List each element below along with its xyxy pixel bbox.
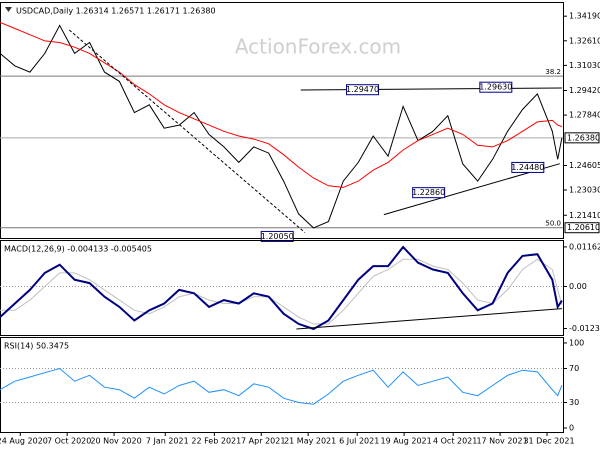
panel-frame (0, 337, 564, 433)
series-line (0, 258, 563, 325)
y-tick-label: 70 (569, 364, 579, 373)
series-line (0, 24, 563, 229)
y-tick-label: 0 (569, 424, 574, 433)
x-tick-label: 7 Apr 2021 (241, 437, 285, 446)
price-box (564, 222, 600, 234)
y-tick-label: 1.27840 (569, 111, 600, 120)
panel-title: USDCAD,Daily 1.26314 1.26571 1.26171 1.2… (16, 7, 216, 16)
x-tick-label: 4 Oct 2021 (433, 437, 477, 446)
x-tick-label: 17 Nov 2021 (476, 437, 527, 446)
y-tick-label: 1.29420 (569, 86, 600, 95)
y-tick-label: 1.32610 (569, 36, 600, 45)
fib-label: 38.2 (545, 68, 561, 76)
trendline (68, 29, 306, 233)
annotation-label: 1.22860 (412, 188, 445, 197)
trendline (296, 308, 562, 330)
annotation-label: 1.20050 (261, 232, 294, 241)
price-box-label: 1.20610 (567, 223, 600, 232)
watermark: ActionForex.com (235, 35, 401, 59)
y-tick-label: 100 (569, 338, 584, 347)
y-tick-label: 1.24605 (569, 161, 600, 170)
annotation-box (260, 230, 294, 242)
x-tick-label: 22 Feb 2021 (191, 437, 241, 446)
series-line (0, 21, 563, 188)
y-tick-label: 1.34190 (569, 12, 600, 21)
x-tick-label: 24 Aug 2020 (0, 437, 48, 446)
y-tick-label: 1.31030 (569, 61, 600, 70)
panel-title: MACD(12,26,9) -0.004133 -0.005405 (4, 245, 152, 254)
annotation-box (511, 161, 545, 173)
x-tick-label: 6 Jul 2021 (339, 437, 379, 446)
annotation-label: 1.24480 (511, 163, 544, 172)
x-tick-label: 20 Nov 2020 (90, 437, 141, 446)
annotation-label: 1.29630 (479, 83, 512, 92)
y-tick-label: 1.23030 (569, 186, 600, 195)
panel-frame (0, 240, 564, 336)
panel-title: RSI(14) 50.3475 (4, 342, 69, 351)
trendline (300, 87, 562, 91)
series-line (0, 367, 563, 405)
x-tick-label: 7 Jan 2021 (146, 437, 189, 446)
y-tick-label: 1.21410 (569, 211, 600, 220)
series-line (0, 245, 563, 331)
annotation-label: 1.29470 (346, 85, 379, 94)
x-tick-label: 31 Dec 2021 (523, 437, 574, 446)
annotation-box (346, 84, 380, 96)
annotation-box (479, 81, 513, 93)
y-tick-label: 0.011629 (569, 242, 600, 251)
x-tick-label: 7 Oct 2020 (47, 437, 91, 446)
annotation-box (412, 187, 446, 199)
y-tick-label: 0.00 (569, 282, 587, 291)
x-tick-label: 19 Aug 2021 (380, 437, 431, 446)
price-box-label: 1.26380 (567, 133, 600, 142)
price-box (564, 132, 600, 144)
fib-label: 50.0 (545, 220, 561, 228)
y-tick-label: 30 (569, 398, 579, 407)
y-tick-label: -0.012348 (569, 324, 600, 333)
title-icon (5, 7, 12, 12)
x-tick-label: 21 May 2021 (284, 437, 336, 446)
